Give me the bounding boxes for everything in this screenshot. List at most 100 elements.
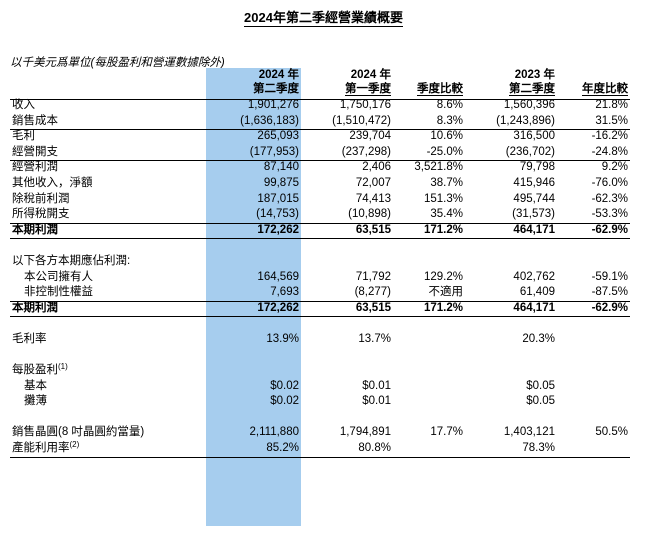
value-q2-2023: (236,702) [505,145,555,158]
table-row: 收入 1,901,276 1,750,176 8.6% 1,560,396 21.8% [10,98,630,114]
value-yoy: -87.5% [591,286,628,299]
report-title: 2024年第二季經營業績概要 [244,10,403,27]
value-yoy: -53.3% [591,208,628,221]
value-q2-2024: (1,636,183) [240,114,299,127]
value-qoq: 151.3% [423,192,463,205]
value-yoy: -62.9% [591,223,628,236]
row-label: 非控制性權益 [24,286,93,299]
value-q2-2023: 464,171 [513,301,555,314]
spacer-row [10,238,630,254]
opex-rule [10,160,630,161]
attrib-row: 非控制性權益 7,693 (8,277) 不適用 61,409 -87.5% [10,285,630,301]
row-label: 本公司擁有人 [24,270,93,283]
table-row: 經營開支 (177,953) (237,298) -25.0% (236,702) -24… [10,145,630,161]
value-qoq: 3,521.8% [414,161,463,174]
value-q2-2024: $0.02 [270,379,299,392]
value-qoq: 8.6% [436,99,463,111]
value-yoy: -62.3% [591,192,628,205]
value-qoq: 171.2% [423,223,463,236]
value-yoy: 50.5% [595,426,628,439]
attrib-rule [10,301,630,302]
section-heading: 以下各方本期應佔利潤: [10,254,630,270]
value-q2-2024: 164,569 [257,270,299,283]
value-qoq: 10.6% [430,130,463,143]
value-q1-2024: 239,704 [349,130,391,143]
table-header: 2024 年第二季度 2024 年第一季度 季度比較 2023 年第二季度 年度… [10,68,630,98]
value-q1-2024: 80.8% [358,442,391,455]
value-yoy [557,363,630,379]
net-profit-row: 本期利潤 172,262 63,515 171.2% 464,171 -62.9% [10,223,630,239]
row-label: 本期利潤 [12,301,58,314]
value-qoq [393,441,465,457]
spacer-row [10,348,630,364]
value-yoy: 31.5% [595,114,628,127]
value-q1-2024: (8,277) [354,286,391,299]
row-label: 除稅前利潤 [12,192,70,205]
row-label: 本期利潤 [12,223,58,236]
value-q2-2024: 187,015 [257,192,299,205]
value-qoq [393,379,465,395]
value-yoy: 21.8% [595,99,628,111]
table-row: 銷售成本 (1,636,183) (1,510,472) 8.3% (1,243,896… [10,114,630,130]
value-q1-2024: 71,792 [355,270,391,283]
value-q1-2024: (1,510,472) [332,114,391,127]
value-q2-2023: 78.3% [522,442,555,455]
value-yoy: -16.2% [591,130,628,143]
value-q2-2024: 172,262 [257,223,299,236]
value-q1-2024 [301,363,393,379]
value-yoy: 9.2% [601,161,628,174]
footnote-mark: (2) [69,440,80,450]
value-qoq: 38.7% [430,176,463,189]
value-q2-2023: 20.3% [522,332,555,345]
spacer-row [10,316,630,332]
value-qoq: 129.2% [423,270,463,283]
header-rule [10,99,630,100]
value-q2-2024: (177,953) [249,145,299,158]
value-q2-2024: $0.02 [270,395,299,408]
row-label: 其他收入，淨額 [12,176,93,189]
section-heading-label: 以下各方本期應佔利潤: [12,254,131,267]
table-row: 經營利潤 87,140 2,406 3,521.8% 79,798 9.2% [10,160,630,176]
row-label: 銷售成本 [12,114,58,127]
value-q2-2023: 79,798 [519,161,555,174]
attrib-total-rule [10,316,630,317]
row-label: 經營利潤 [12,161,58,174]
value-q2-2024: 87,140 [263,161,299,174]
value-q2-2023: 495,744 [513,192,555,205]
value-qoq: 8.3% [436,114,463,127]
value-yoy: -62.9% [591,301,628,314]
row-label: 產能利用率(2) [12,440,80,455]
attrib-total-row: 本期利潤 172,262 63,515 171.2% 464,171 -62.9% [10,301,630,317]
col-yoy: 年度比較 [582,83,628,96]
value-q2-2023 [465,363,557,379]
value-q1-2024: 1,750,176 [339,99,391,111]
row-label: 毛利率 [12,332,47,345]
value-q2-2024: 1,901,276 [247,99,299,111]
value-yoy [557,332,630,348]
eps-heading-row: 每股盈利(1) [10,363,630,379]
current-quarter-highlight [206,68,301,526]
col-qoq: 季度比較 [417,83,463,96]
eps-basic-row: 基本 $0.02 $0.01 $0.05 [10,379,630,395]
value-q1-2024: (10,898) [348,208,391,221]
value-q2-2023: 1,403,121 [503,426,555,439]
col-q1-2024: 2024 年第一季度 [345,69,391,96]
value-q2-2024 [206,363,301,379]
results-table: 2024 年第二季度 2024 年第一季度 季度比較 2023 年第二季度 年度… [10,68,630,457]
value-q1-2024: 2,406 [362,161,391,174]
value-q2-2024: 7,693 [270,286,299,299]
value-q2-2023: 61,409 [519,286,555,299]
value-q1-2024: (237,298) [341,145,391,158]
value-qoq: 35.4% [430,208,463,221]
row-label: 所得稅開支 [12,208,70,221]
value-q2-2024: 13.9% [266,332,299,345]
spacer-row [10,410,630,426]
table-bottom-rule [10,457,630,458]
value-q1-2024: 72,007 [355,176,391,189]
attrib-row: 本公司擁有人 164,569 71,792 129.2% 402,762 -59.1% [10,270,630,286]
eps-diluted-row: 攤薄 $0.02 $0.01 $0.05 [10,394,630,410]
value-q2-2023: 464,171 [513,223,555,236]
col-q2-2023: 2023 年第二季度 [509,69,555,96]
value-q2-2024: 99,875 [263,176,299,189]
value-q2-2024: (14,753) [256,208,299,221]
